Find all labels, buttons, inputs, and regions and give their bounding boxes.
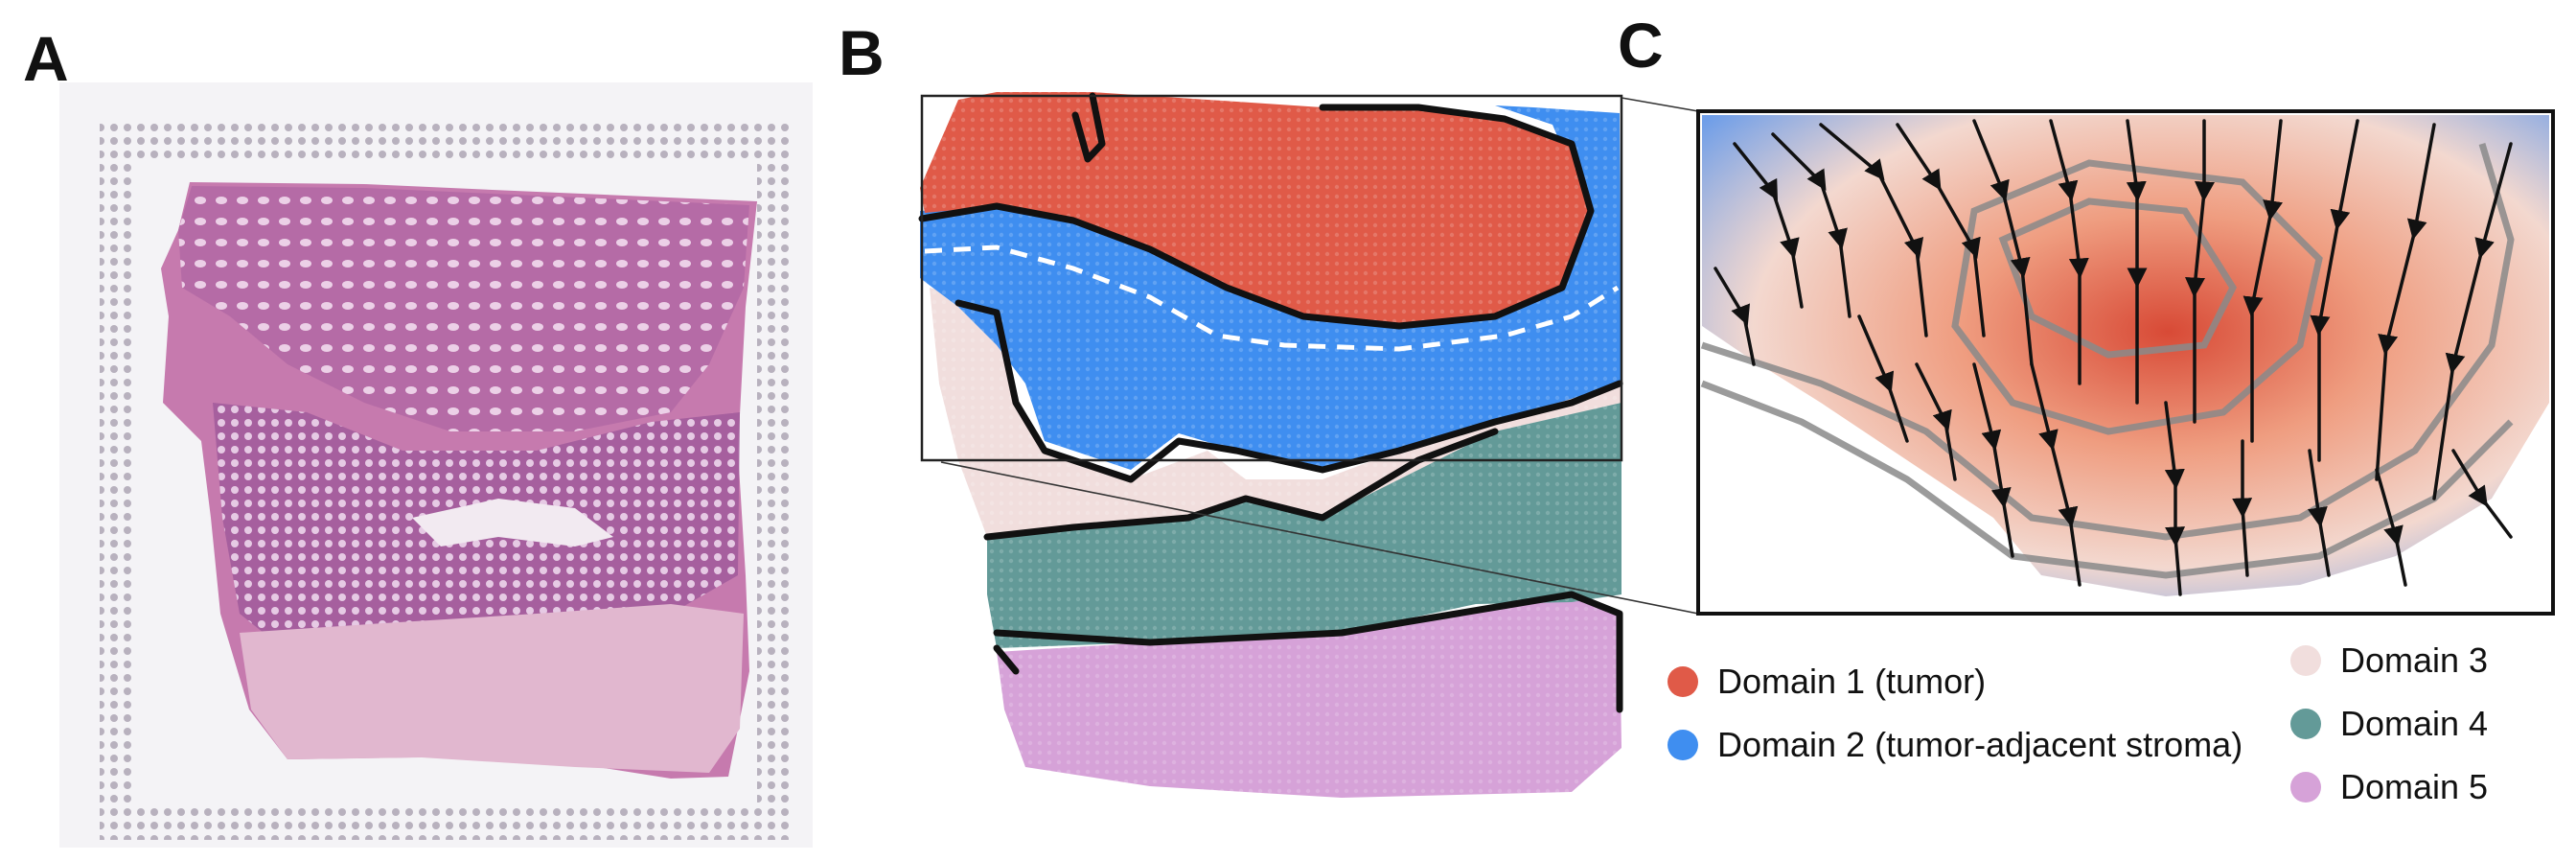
legend-item-domain-2: Domain 2 (tumor-adjacent stroma) xyxy=(1668,725,2242,765)
submucosa-region xyxy=(240,604,744,773)
panel-c-vector-field xyxy=(1696,109,2555,616)
panel-b-domains xyxy=(918,92,1623,802)
legend-swatch xyxy=(2290,709,2321,739)
legend-swatch xyxy=(2290,772,2321,803)
dashed-boundary xyxy=(924,244,1620,352)
domain-boundaries xyxy=(918,92,1623,713)
panel-label-b: B xyxy=(839,17,885,88)
legend-label: Domain 3 xyxy=(2340,640,2489,680)
legend-item-domain-3: Domain 3 xyxy=(2290,640,2488,681)
legend-label: Domain 1 (tumor) xyxy=(1717,662,1987,701)
legend-swatch xyxy=(1668,666,1698,697)
lumen-tear xyxy=(412,499,613,547)
legend-label: Domain 5 xyxy=(2340,767,2489,806)
legend-swatch xyxy=(1668,730,1698,760)
legend-label: Domain 4 xyxy=(2340,704,2489,743)
zoom-connectors xyxy=(940,97,1699,615)
spot-texture xyxy=(920,92,1622,802)
legend-swatch xyxy=(2290,645,2321,676)
tumor-glands-region xyxy=(178,186,749,431)
legend-item-domain-5: Domain 5 xyxy=(2290,767,2488,807)
panel-a-histology xyxy=(59,82,813,848)
legend-item-domain-4: Domain 4 xyxy=(2290,704,2488,744)
panel-label-c: C xyxy=(1618,10,1664,81)
contour-lines xyxy=(1700,142,2515,579)
streamlines xyxy=(1714,119,2513,596)
legend-item-domain-1: Domain 1 (tumor) xyxy=(1668,662,1986,702)
panel-label-a: A xyxy=(23,23,69,94)
zoom-region-box xyxy=(920,94,1623,462)
legend-label: Domain 2 (tumor-adjacent stroma) xyxy=(1717,725,2243,764)
